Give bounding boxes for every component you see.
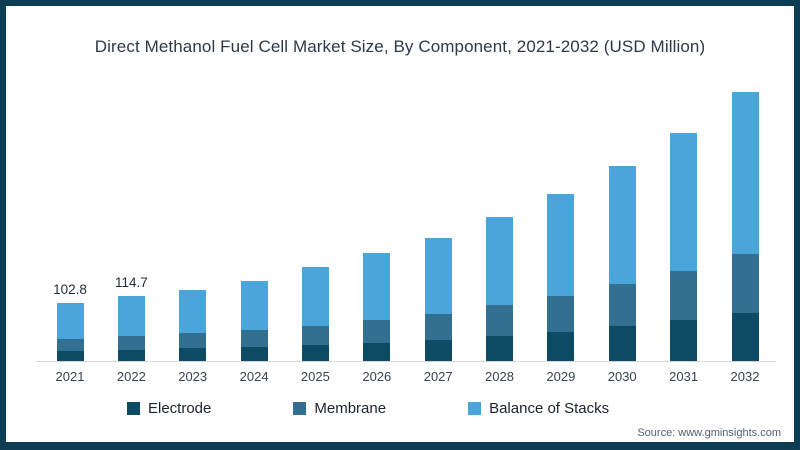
bar-2028: 2028: [485, 217, 514, 384]
x-axis-tick-2032: 2032: [730, 369, 760, 384]
bar-segment-membrane: [240, 330, 268, 347]
legend-swatch-electrode-icon: [127, 402, 140, 415]
bar-segment-balance-of-stacks: [424, 237, 452, 314]
bar-segment-electrode: [56, 351, 84, 361]
legend: Electrode Membrane Balance of Stacks: [127, 400, 609, 417]
bar-value-label-2021: 102.8: [53, 281, 87, 297]
legend-swatch-balance-of-stacks-icon: [468, 402, 482, 415]
x-axis-tick-2029: 2029: [546, 369, 576, 384]
bar-segment-electrode: [547, 332, 575, 361]
bar-2032: 2032: [731, 92, 759, 384]
bar-segment-balance-of-stacks: [547, 194, 575, 296]
bar-segment-electrode: [670, 320, 698, 361]
bar-2027: 2027: [424, 237, 453, 384]
bar-segment-membrane: [731, 254, 759, 313]
bar-segment-electrode: [608, 326, 636, 361]
bar-segment-electrode: [424, 339, 452, 361]
x-axis-tick-2024: 2024: [239, 369, 269, 384]
bar-value-label-2022: 114.7: [115, 274, 148, 290]
bar-segment-balance-of-stacks: [301, 266, 329, 326]
bar-segment-electrode: [486, 336, 513, 361]
legend-label-membrane: Membrane: [314, 400, 387, 417]
bar-segment-membrane: [486, 305, 513, 336]
x-axis-tick-2028: 2028: [485, 369, 514, 384]
bar-segment-membrane: [670, 271, 698, 320]
legend-label-balance-of-stacks: Balance of Stacks: [489, 400, 610, 417]
x-axis-tick-2027: 2027: [423, 369, 453, 384]
bar-segment-balance-of-stacks: [117, 295, 145, 337]
bar-segment-membrane: [547, 296, 575, 332]
x-axis-tick-2030: 2030: [607, 369, 637, 384]
bar-2030: 2030: [608, 166, 637, 384]
bar-2031: 2031: [669, 132, 698, 384]
bar-segment-balance-of-stacks: [240, 281, 268, 330]
bar-segment-balance-of-stacks: [670, 132, 698, 271]
bar-segment-electrode: [117, 349, 145, 361]
legend-item-balance-of-stacks: Balance of Stacks: [468, 400, 609, 417]
bar-2029: 2029: [546, 194, 575, 384]
bar-segment-membrane: [179, 333, 207, 348]
x-axis-line: [36, 361, 776, 362]
source-attribution: Source: www.gminsights.com: [637, 427, 781, 439]
bar-2022: 114.7 2022: [115, 275, 148, 384]
bar-2023: 2023: [178, 289, 207, 384]
plot-area: 102.8 2021 114.7 2022 2023 2024 2025 2026 2027 20…: [36, 76, 776, 384]
x-axis-tick-2023: 2023: [178, 369, 208, 384]
bar-segment-electrode: [363, 343, 391, 361]
bar-segment-electrode: [301, 345, 329, 361]
bar-segment-membrane: [363, 320, 391, 343]
bar-segment-electrode: [731, 313, 759, 361]
legend-item-membrane: Membrane: [293, 400, 386, 417]
legend-label-electrode: Electrode: [148, 400, 212, 417]
bar-2021: 102.8 2021: [53, 282, 87, 384]
bar-segment-membrane: [117, 336, 145, 350]
x-axis-tick-2031: 2031: [669, 369, 699, 384]
bar-2024: 2024: [240, 281, 269, 384]
legend-item-electrode: Electrode: [127, 400, 211, 417]
bar-segment-membrane: [424, 313, 452, 340]
bar-segment-electrode: [179, 348, 207, 361]
bar-2025: 2025: [301, 266, 330, 384]
x-axis-tick-2021: 2021: [55, 369, 85, 384]
x-axis-tick-2025: 2025: [300, 369, 330, 384]
bar-segment-balance-of-stacks: [608, 166, 636, 284]
bar-segment-balance-of-stacks: [731, 92, 759, 254]
bar-segment-membrane: [608, 284, 636, 326]
bar-segment-membrane: [301, 326, 329, 345]
bar-segment-electrode: [240, 346, 268, 361]
x-axis-tick-2022: 2022: [116, 369, 146, 384]
bar-segment-membrane: [56, 338, 84, 351]
legend-swatch-membrane-icon: [293, 402, 307, 415]
bar-segment-balance-of-stacks: [179, 289, 207, 333]
x-axis-tick-2026: 2026: [362, 369, 392, 384]
bar-segment-balance-of-stacks: [363, 253, 391, 320]
bar-segment-balance-of-stacks: [486, 217, 513, 305]
bar-segment-balance-of-stacks: [56, 302, 84, 339]
bar-2026: 2026: [362, 253, 391, 384]
chart-title: Direct Methanol Fuel Cell Market Size, B…: [94, 37, 706, 56]
